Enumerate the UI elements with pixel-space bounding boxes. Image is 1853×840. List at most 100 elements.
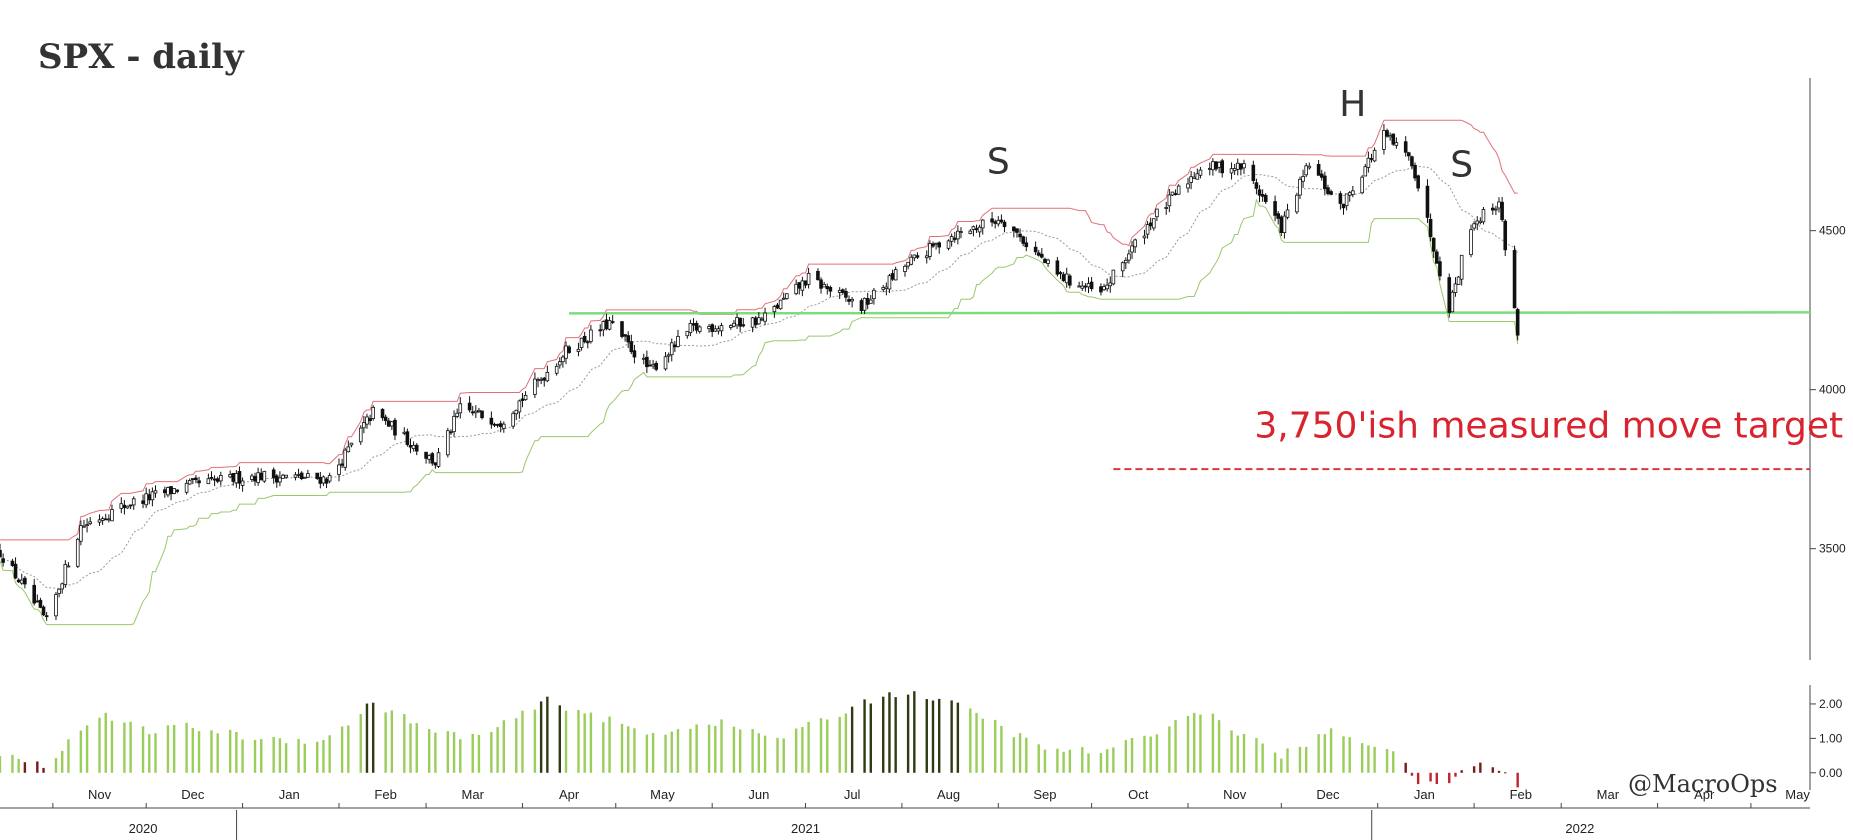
indicator-bar — [434, 732, 437, 773]
x-month-label: Jun — [748, 787, 769, 802]
candle-body — [358, 427, 363, 443]
candle-body — [673, 344, 677, 348]
candle-body — [44, 615, 49, 618]
candle-body — [1043, 258, 1047, 264]
candle-body — [119, 503, 124, 509]
candle-body — [449, 431, 453, 434]
candle-body — [1173, 193, 1178, 195]
indicator-bar — [1186, 716, 1190, 773]
candle-body — [1366, 157, 1371, 168]
indicator-bar — [546, 696, 549, 773]
candle-body — [1198, 169, 1203, 176]
candle-body — [1425, 185, 1430, 218]
candle-body — [968, 230, 973, 234]
candle-body — [1323, 175, 1327, 190]
candle-body — [1360, 176, 1364, 194]
chart-title: SPX - daily — [38, 37, 245, 77]
candle-body — [1450, 291, 1455, 313]
candle-body — [1145, 224, 1150, 235]
candle-body — [632, 350, 637, 358]
indicator-bar — [794, 728, 798, 773]
indicator-bar — [695, 724, 698, 773]
indicator-bar — [228, 729, 232, 773]
candle-body — [974, 228, 979, 231]
candle-body — [676, 335, 680, 347]
candle-body — [1077, 285, 1081, 288]
candle-body — [996, 219, 1001, 225]
indicator-bar — [882, 696, 885, 773]
candle-body — [1089, 281, 1094, 290]
indicator-bar — [1410, 772, 1414, 776]
candle-body — [648, 364, 652, 367]
candle-body — [645, 356, 649, 368]
candle-body — [511, 412, 515, 427]
candle-body — [887, 275, 892, 290]
indicator-bar — [328, 735, 331, 773]
indicator-bar — [558, 705, 561, 773]
candle-body — [393, 419, 397, 436]
candle-body — [589, 329, 593, 342]
indicator-bar — [490, 731, 493, 773]
candle-body — [259, 472, 264, 481]
indicator-bar — [993, 719, 997, 773]
candle-body — [175, 489, 180, 492]
candle-body — [909, 256, 914, 265]
indicator-bar — [98, 717, 101, 773]
candle-body — [741, 324, 746, 327]
indicator-bar — [1155, 734, 1159, 773]
indicator-bar — [1174, 719, 1177, 773]
candle-body — [1108, 282, 1113, 287]
candle-body — [474, 410, 478, 414]
indicator-bar — [197, 731, 201, 773]
price-y-tick-label: 3500 — [1819, 542, 1846, 556]
candle-body — [1410, 156, 1414, 167]
indicator-bar — [981, 718, 984, 773]
candle-body — [293, 474, 298, 478]
indicator-bar — [216, 733, 219, 773]
candle-body — [318, 477, 323, 484]
candle-body — [1385, 130, 1389, 137]
indicator-bar — [1230, 730, 1233, 773]
x-year-label: 2020 — [129, 821, 158, 836]
candle-body — [1242, 163, 1246, 169]
candle-body — [147, 494, 152, 501]
candle-body — [414, 444, 419, 452]
indicator-bar — [471, 733, 474, 773]
indicator-bar — [141, 726, 145, 773]
indicator-bar — [1043, 749, 1047, 773]
candle-body — [1186, 183, 1190, 189]
candle-body — [60, 583, 64, 590]
candle-body — [1453, 283, 1458, 293]
candle-body — [54, 594, 58, 617]
indicator-bar — [1454, 772, 1457, 777]
candle-body — [1195, 173, 1200, 180]
candle-body — [1394, 142, 1399, 146]
candle-body — [1102, 286, 1106, 291]
candle-body — [533, 378, 537, 395]
candle-body — [237, 471, 242, 484]
moving-average-line — [0, 165, 1519, 589]
candle-body — [890, 273, 895, 280]
candle-body — [495, 424, 500, 426]
candle-body — [872, 289, 876, 300]
candle-body — [82, 525, 86, 528]
candle-body — [539, 378, 543, 381]
candle-body — [1456, 276, 1461, 285]
indicator-bar — [1323, 734, 1327, 773]
candle-body — [949, 236, 954, 242]
indicator-bar — [129, 721, 132, 773]
indicator-bar — [316, 741, 319, 773]
indicator-bar — [1448, 772, 1451, 784]
candle-body — [480, 410, 484, 419]
candle-body — [125, 505, 130, 509]
candle-body — [778, 299, 783, 310]
indicator-bar — [913, 691, 916, 773]
pattern-annotation: S — [987, 141, 1010, 182]
candle-body — [865, 298, 870, 305]
candle-body — [576, 348, 581, 352]
candle-body — [1120, 262, 1125, 272]
candle-body — [934, 242, 938, 245]
indicator-bar — [826, 719, 829, 773]
candle-body — [1347, 192, 1352, 196]
candle-body — [35, 600, 40, 603]
